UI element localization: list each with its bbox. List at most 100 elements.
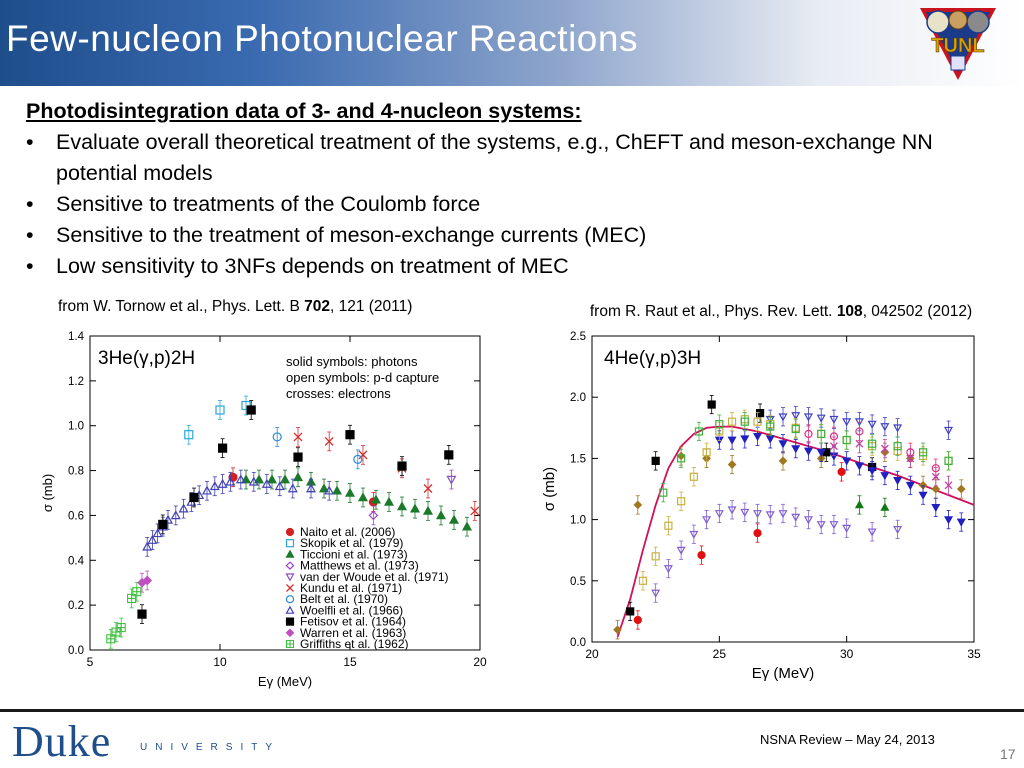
data-point: [778, 440, 788, 449]
y-tick-label: 0.5: [570, 576, 586, 588]
bullet-dot: •: [26, 223, 34, 247]
data-point: [677, 454, 686, 463]
data-point: [804, 429, 813, 439]
header-bar: Few-nucleon Photonuclear Reactions TUNL: [0, 0, 1024, 86]
data-point: [448, 514, 460, 524]
data-point: [829, 521, 839, 530]
data-point: [689, 472, 698, 481]
data-point: [663, 565, 673, 574]
data-point: [368, 510, 379, 521]
series-group: [368, 505, 379, 526]
data-point: [266, 474, 278, 484]
data-point: [651, 456, 660, 465]
data-point: [727, 417, 737, 426]
data-point: [613, 625, 622, 635]
data-point: [956, 518, 966, 527]
data-point: [740, 417, 749, 426]
data-point: [715, 420, 724, 429]
tunl-logo: TUNL: [920, 8, 996, 80]
data-point: [461, 521, 473, 531]
data-point: [285, 595, 295, 604]
data-point: [357, 492, 369, 502]
y-tick-label: 1.2: [68, 376, 84, 388]
legend-entry: Warren et al. (1963): [300, 626, 406, 640]
data-point: [753, 432, 763, 442]
data-point: [791, 513, 801, 522]
footer-divider: [0, 709, 1024, 712]
data-point: [778, 456, 788, 466]
series-group: [651, 500, 903, 603]
data-point: [677, 497, 686, 506]
logo-text: TUNL: [931, 35, 984, 57]
data-point: [931, 503, 941, 513]
chart-4he: 20 25 30 35 0.0 0.5 1.0 1.5 2.0 2.5 Eγ (MeV) σ (mb)…: [541, 331, 981, 682]
data-point: [305, 483, 317, 493]
y-tick-label: 0.8: [68, 466, 84, 478]
data-point: [753, 528, 762, 538]
legend-entry: Kundu et al. (1971): [300, 581, 402, 595]
data-point: [753, 417, 762, 426]
data-point: [727, 460, 737, 469]
data-point: [816, 521, 826, 530]
data-point: [293, 432, 303, 442]
data-point: [285, 617, 295, 626]
data-point: [697, 550, 706, 560]
data-point: [225, 476, 236, 486]
data-point: [651, 552, 660, 561]
y-tick-label: 2.0: [570, 392, 586, 404]
data-point: [867, 467, 877, 476]
data-point: [132, 587, 142, 597]
chart-annotation: solid symbols: photons: [286, 354, 418, 369]
duke-logo: Duke: [12, 717, 112, 766]
data-point: [956, 484, 966, 494]
caption-right-pages: , 042502 (2012): [862, 303, 973, 320]
y-tick-label: 0.0: [570, 637, 586, 649]
bullet-item: • Low sensitivity to 3NFs depends on trea…: [26, 251, 1016, 282]
data-point: [931, 472, 940, 481]
legend-entry: Skopik et al. (1979): [300, 536, 403, 550]
data-point: [829, 442, 838, 451]
data-point: [918, 491, 928, 500]
data-point: [158, 519, 168, 529]
data-point: [446, 475, 457, 485]
data-point: [803, 447, 813, 456]
data-point: [778, 510, 788, 519]
y-tick-label: 1.0: [68, 421, 84, 433]
slide-title: Few-nucleon Photonuclear Reactions: [6, 18, 638, 59]
data-point: [215, 405, 225, 415]
data-point: [842, 418, 852, 427]
bullet-dot: •: [26, 254, 34, 278]
legend-entry: Naito et al. (2006): [300, 525, 395, 539]
data-point: [178, 503, 189, 513]
data-point: [285, 549, 295, 558]
data-point: [803, 413, 813, 422]
data-point: [353, 454, 363, 464]
data-point: [638, 576, 648, 585]
y-tick-label: 0.6: [68, 510, 84, 522]
data-point: [383, 496, 395, 506]
data-point: [422, 505, 434, 515]
data-point: [880, 472, 890, 481]
bullet-item: • Sensitive to the treatment of meson-exc…: [26, 220, 1016, 251]
chart-annotation: open symbols: p-d capture: [286, 370, 439, 385]
data-point: [816, 414, 826, 423]
slide-body: Photodisintegration data of 3- and 4-nuc…: [26, 96, 1016, 282]
chart-annotation: crosses: electrons: [286, 386, 391, 401]
x-tick-label: 15: [343, 655, 357, 669]
data-point: [285, 605, 295, 614]
legend-entry: Ticcioni et al. (1973): [300, 547, 408, 561]
data-point: [766, 422, 775, 431]
series-group: [137, 400, 454, 624]
data-point: [285, 539, 295, 548]
data-point: [944, 426, 954, 435]
legend-entry: Belt et al. (1970): [300, 592, 388, 606]
data-point: [285, 639, 295, 649]
y-tick-label: 0.0: [68, 645, 84, 657]
data-point: [893, 442, 902, 451]
caption-right-text: from R. Raut et al., Phys. Rev. Lett.: [589, 303, 837, 320]
data-point: [137, 609, 147, 619]
data-point: [397, 461, 407, 471]
data-point: [727, 436, 737, 445]
data-point: [694, 427, 704, 436]
legend-entry: Matthews et al. (1973): [300, 559, 419, 573]
